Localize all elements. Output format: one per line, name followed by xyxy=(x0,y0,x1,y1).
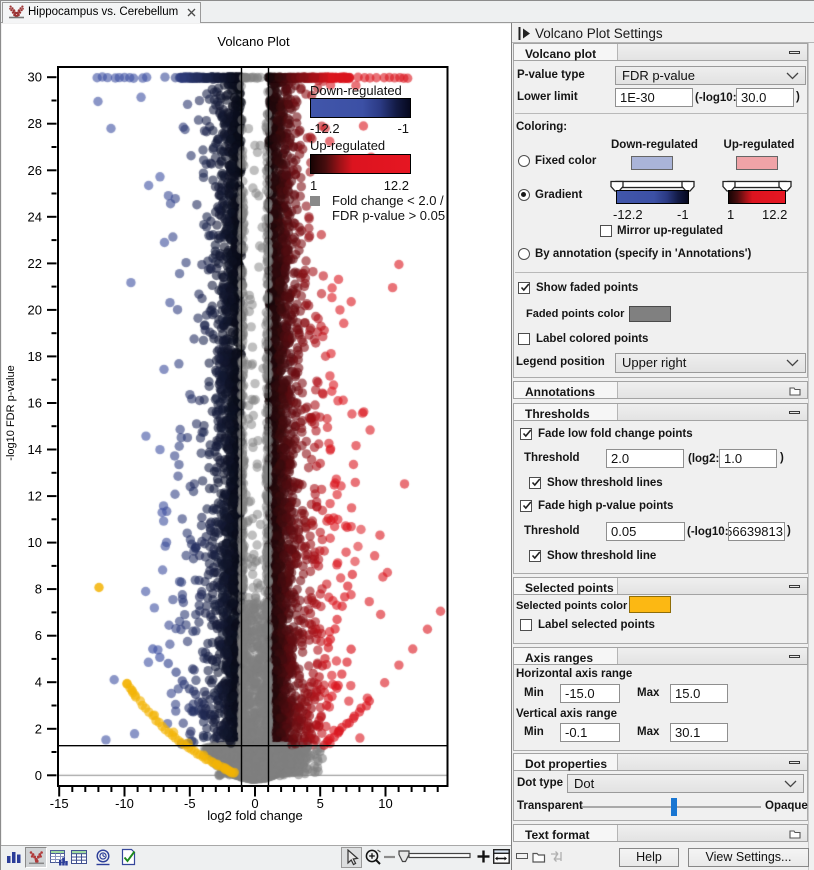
svg-text:18: 18 xyxy=(28,349,42,364)
svg-text:-10: -10 xyxy=(115,796,134,811)
svg-text:24: 24 xyxy=(28,209,42,224)
svg-text:4: 4 xyxy=(35,675,42,690)
svg-text:2: 2 xyxy=(35,721,42,736)
svg-text:5: 5 xyxy=(317,796,324,811)
svg-text:26: 26 xyxy=(28,163,42,178)
svg-text:0: 0 xyxy=(251,796,258,811)
svg-text:0: 0 xyxy=(35,768,42,783)
svg-text:22: 22 xyxy=(28,256,42,271)
svg-text:14: 14 xyxy=(28,442,42,457)
svg-text:12: 12 xyxy=(28,489,42,504)
svg-text:-5: -5 xyxy=(184,796,196,811)
svg-text:log2 fold change: log2 fold change xyxy=(207,808,302,823)
svg-text:30: 30 xyxy=(28,70,42,85)
svg-text:10: 10 xyxy=(378,796,392,811)
svg-text:-log10 FDR p-value: -log10 FDR p-value xyxy=(5,365,17,460)
svg-text:20: 20 xyxy=(28,302,42,317)
svg-text:10: 10 xyxy=(28,535,42,550)
svg-text:6: 6 xyxy=(35,628,42,643)
svg-text:28: 28 xyxy=(28,116,42,131)
svg-text:-15: -15 xyxy=(50,796,69,811)
svg-text:16: 16 xyxy=(28,396,42,411)
svg-text:8: 8 xyxy=(35,582,42,597)
